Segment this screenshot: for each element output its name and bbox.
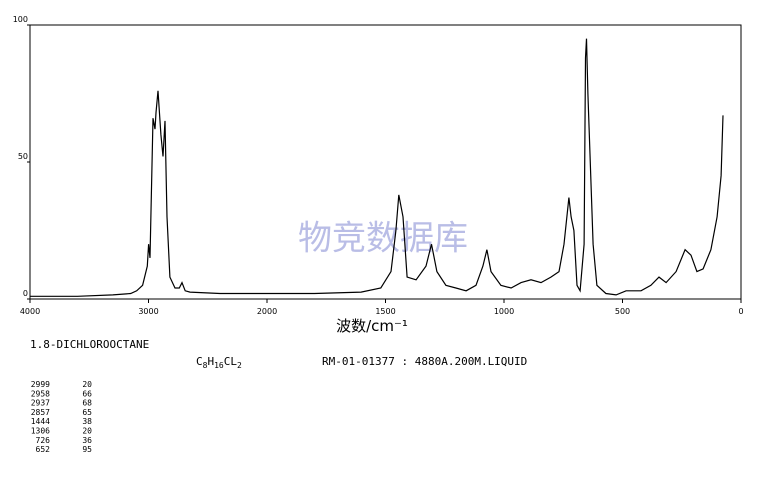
formula-element: H: [207, 355, 214, 368]
peak-wavenumber: 2857: [31, 408, 50, 417]
peak-wavenumber: 2999: [31, 380, 50, 389]
peak-intensity: 20: [82, 427, 92, 436]
peak-intensity: 36: [82, 436, 92, 445]
chart-title: 1.8-DICHLOROOCTANE: [30, 338, 149, 351]
y-tick-label: 0: [23, 289, 28, 298]
peak-wavenumber: 726: [36, 436, 51, 445]
formula-element: CL: [224, 355, 238, 368]
peak-intensity: 68: [82, 399, 92, 408]
x-tick-label: 4000: [20, 307, 40, 316]
peak-intensity: 95: [82, 445, 92, 454]
formula: C8H16CL2: [196, 355, 242, 370]
x-tick-label: 0: [738, 307, 743, 316]
peak-intensity: 38: [82, 417, 92, 426]
y-tick-label: 100: [13, 15, 28, 24]
peak-wavenumber: 2958: [31, 389, 50, 398]
formula-element: C: [196, 355, 203, 368]
peak-intensity: 66: [82, 389, 92, 398]
peak-intensity: 20: [82, 380, 92, 389]
x-axis-label: 波数/cm⁻¹: [336, 317, 408, 335]
x-tick-label: 2000: [257, 307, 277, 316]
peak-wavenumber: 1306: [31, 427, 50, 436]
spectrum-line: [30, 38, 724, 297]
subtitle: RM-01-01377 : 4880A.200M.LIQUID: [322, 355, 527, 368]
peak-wavenumber: 2937: [31, 399, 50, 408]
x-tick-label: 500: [615, 307, 630, 316]
peak-wavenumber: 1444: [31, 417, 50, 426]
peak-wavenumber: 652: [36, 445, 51, 454]
y-tick-label: 50: [18, 152, 28, 161]
formula-subscript: 2: [237, 361, 242, 370]
peak-intensity: 65: [82, 408, 92, 417]
x-tick-label: 1500: [375, 307, 395, 316]
formula-subscript: 8: [203, 361, 208, 370]
watermark: 物竞数据库: [298, 219, 468, 259]
x-tick-label: 1000: [494, 307, 514, 316]
formula-subscript: 16: [214, 361, 224, 370]
x-tick-label: 3000: [138, 307, 158, 316]
